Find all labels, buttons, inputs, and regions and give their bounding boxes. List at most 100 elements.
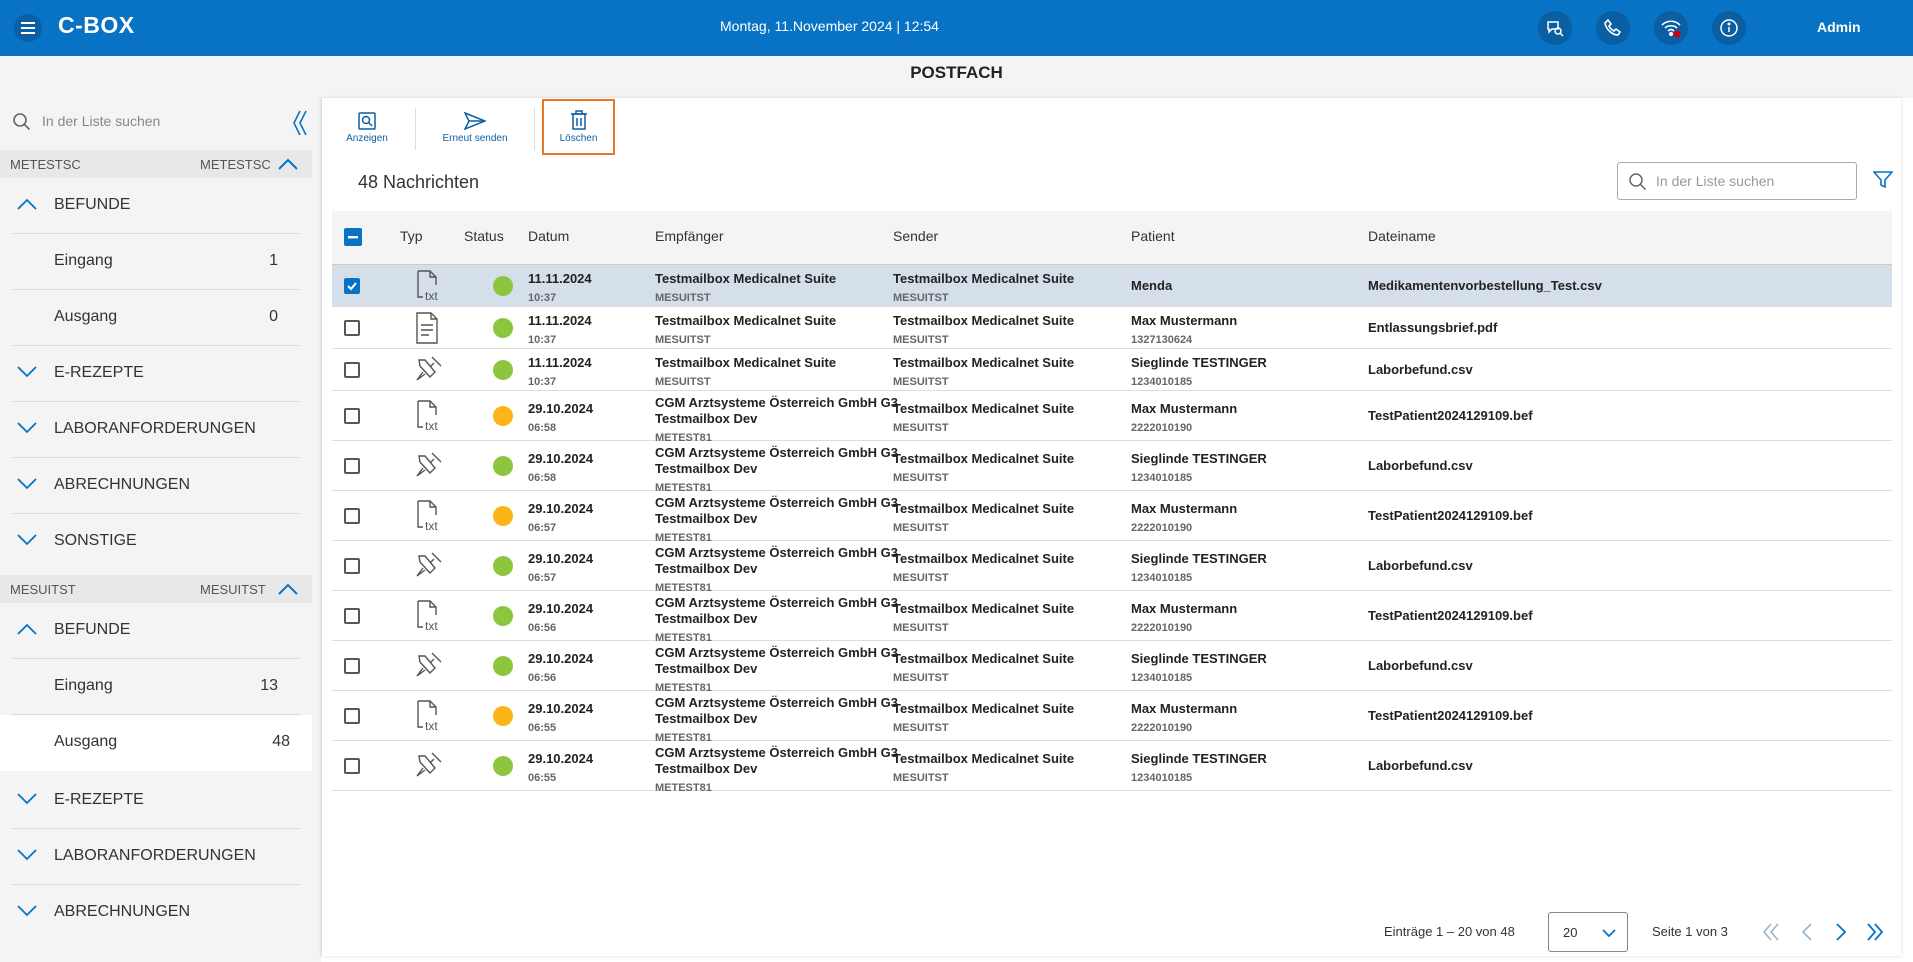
sidebar-item-eingang[interactable]: Eingang 1 [12,234,300,290]
column-header-datum[interactable]: Datum [528,228,570,244]
search-icon [1629,173,1647,191]
lab-tube-icon [414,550,444,583]
previous-page-icon[interactable] [1800,922,1814,942]
date-cell: 11.11.2024 10:37 [528,313,592,346]
sidebar-search[interactable]: In der Liste suchen [0,98,312,148]
status-indicator [493,706,513,726]
sidebar-section-laboranforderungen[interactable]: LABORANFORDERUNGEN [12,402,300,458]
table-row[interactable]: txt 29.10.2024 06:56 CGM Arztsysteme Österr… [332,591,1892,644]
row-checkbox[interactable] [344,458,360,474]
lab-tube-icon [414,450,444,483]
row-checkbox[interactable] [344,278,360,294]
row-checkbox[interactable] [344,362,360,378]
chevron-up-icon [17,198,37,210]
column-header-patient[interactable]: Patient [1131,228,1175,244]
info-icon[interactable] [1712,11,1746,45]
column-header-sender[interactable]: Sender [893,228,939,244]
status-indicator [493,606,513,626]
chevron-up-icon [17,623,37,635]
row-checkbox[interactable] [344,658,360,674]
pagination: Einträge 1 – 20 von 48 20 Seite 1 von 3 [322,910,1902,954]
show-button[interactable]: Anzeigen [336,102,398,154]
chevron-down-icon [17,905,37,917]
select-all-checkbox[interactable] [344,228,362,246]
table-row[interactable]: 11.11.2024 10:37 Testmailbox Medicalnet Su… [332,349,1892,391]
sidebar-section-e-rezepte[interactable]: E-REZEPTE [12,346,300,402]
row-checkbox[interactable] [344,708,360,724]
wifi-icon[interactable] [1654,11,1688,45]
mailbox-group-header[interactable]: METESTSC METESTSC [0,150,312,178]
txt-file-icon: txt [414,270,444,305]
mailbox-group-header[interactable]: MESUITST MESUITST [0,575,312,603]
chevron-down-icon [17,366,37,378]
recipient-cell: Testmailbox Medicalnet Suite MESUITST [655,313,837,346]
column-header-empfaenger[interactable]: Empfänger [655,228,724,244]
next-page-icon[interactable] [1834,922,1848,942]
row-checkbox[interactable] [344,758,360,774]
sidebar-section-befunde[interactable]: BEFUNDE [12,178,300,234]
toolbar-divider [415,108,416,150]
table-row[interactable]: 11.11.2024 10:37 Testmailbox Medicalnet Su… [332,307,1892,349]
page-size-select[interactable]: 20 [1548,912,1628,952]
column-header-dateiname[interactable]: Dateiname [1368,228,1436,244]
sidebar-item-count: 48 [272,733,290,750]
table-row[interactable]: txt 29.10.2024 06:57 CGM Arztsysteme Österr… [332,491,1892,544]
menu-icon[interactable] [13,14,43,42]
filter-icon[interactable] [1873,170,1893,190]
sidebar-section-e-rezepte[interactable]: E-REZEPTE [12,773,300,829]
table-row[interactable]: 29.10.2024 06:57 CGM Arztsysteme Österreic… [332,541,1892,594]
date-cell: 29.10.2024 06:55 [528,751,594,784]
txt-file-icon: txt [414,700,444,735]
sidebar-section-laboranforderungen[interactable]: LABORANFORDERUNGEN [12,829,300,885]
sidebar-item-ausgang[interactable]: Ausgang 0 [12,290,300,346]
sender-cell: Testmailbox Medicalnet Suite MESUITST [893,551,1075,584]
chat-search-icon[interactable] [1538,11,1572,45]
mailbox-id: METESTSC [200,157,271,172]
row-checkbox[interactable] [344,558,360,574]
row-checkbox[interactable] [344,408,360,424]
status-indicator [493,756,513,776]
sidebar-item-eingang[interactable]: Eingang 13 [12,659,300,715]
user-menu[interactable]: Admin [1817,19,1861,35]
list-search-input[interactable]: In der Liste suchen [1617,162,1857,200]
resend-button[interactable]: Erneut senden [430,102,520,154]
column-header-status[interactable]: Status [464,228,504,244]
toolbar-divider [534,108,535,150]
last-page-icon[interactable] [1866,922,1884,942]
main-panel: Anzeigen Erneut senden Löschen 48 Nachri… [321,98,1901,956]
row-checkbox[interactable] [344,320,360,336]
table-row[interactable]: 29.10.2024 06:58 CGM Arztsysteme Österreic… [332,441,1892,494]
table-row[interactable]: 29.10.2024 06:56 CGM Arztsysteme Österreic… [332,641,1892,694]
sidebar-section-abrechnungen[interactable]: ABRECHNUNGEN [12,885,300,941]
first-page-icon[interactable] [1762,922,1780,942]
row-checkbox[interactable] [344,508,360,524]
chevron-up-icon[interactable] [276,156,300,172]
row-checkbox[interactable] [344,608,360,624]
sidebar-section-befunde[interactable]: BEFUNDE [12,603,300,659]
delete-label: Löschen [559,133,598,144]
sidebar-search-placeholder: In der Liste suchen [42,113,161,129]
sidebar-section-label: LABORANFORDERUNGEN [54,420,256,437]
recipient-cell: CGM Arztsysteme Österreich GmbH G3 Testma… [655,545,898,594]
status-indicator [493,406,513,426]
sidebar-item-ausgang[interactable]: Ausgang 48 [0,715,312,771]
txt-file-icon: txt [414,400,444,435]
phone-icon[interactable] [1596,11,1630,45]
table-row[interactable]: txt 29.10.2024 06:55 CGM Arztsysteme Österr… [332,691,1892,744]
delete-button[interactable]: Löschen [542,99,615,155]
table-row[interactable]: txt 11.11.2024 10:37 Testmailbox Medicalnet… [332,265,1892,307]
filename-cell: Laborbefund.csv [1368,558,1473,573]
sidebar-section-label: ABRECHNUNGEN [54,476,191,493]
table-row[interactable]: txt 29.10.2024 06:58 CGM Arztsysteme Österr… [332,391,1892,444]
sidebar-section-label: LABORANFORDERUNGEN [54,847,256,864]
sidebar-section-sonstige[interactable]: SONSTIGE [12,514,300,570]
recipient-cell: CGM Arztsysteme Österreich GmbH G3 Testma… [655,595,898,644]
collapse-sidebar-icon[interactable] [290,108,310,138]
filename-cell: Laborbefund.csv [1368,758,1473,773]
chevron-up-icon[interactable] [276,581,300,597]
sidebar-section-abrechnungen[interactable]: ABRECHNUNGEN [12,458,300,514]
column-header-typ[interactable]: Typ [400,228,423,244]
table-row[interactable]: 29.10.2024 06:55 CGM Arztsysteme Österreic… [332,741,1892,794]
datetime: Montag, 11.November 2024 | 12:54 [720,18,939,34]
chevron-down-icon [17,478,37,490]
